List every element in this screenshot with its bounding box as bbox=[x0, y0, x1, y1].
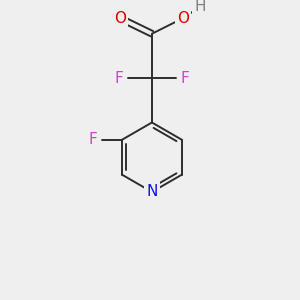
Text: O: O bbox=[177, 11, 189, 26]
Text: F: F bbox=[180, 70, 189, 86]
Text: F: F bbox=[115, 70, 124, 86]
Text: N: N bbox=[146, 184, 158, 200]
Text: O: O bbox=[114, 11, 126, 26]
Text: H: H bbox=[194, 0, 206, 14]
Text: F: F bbox=[88, 132, 97, 147]
